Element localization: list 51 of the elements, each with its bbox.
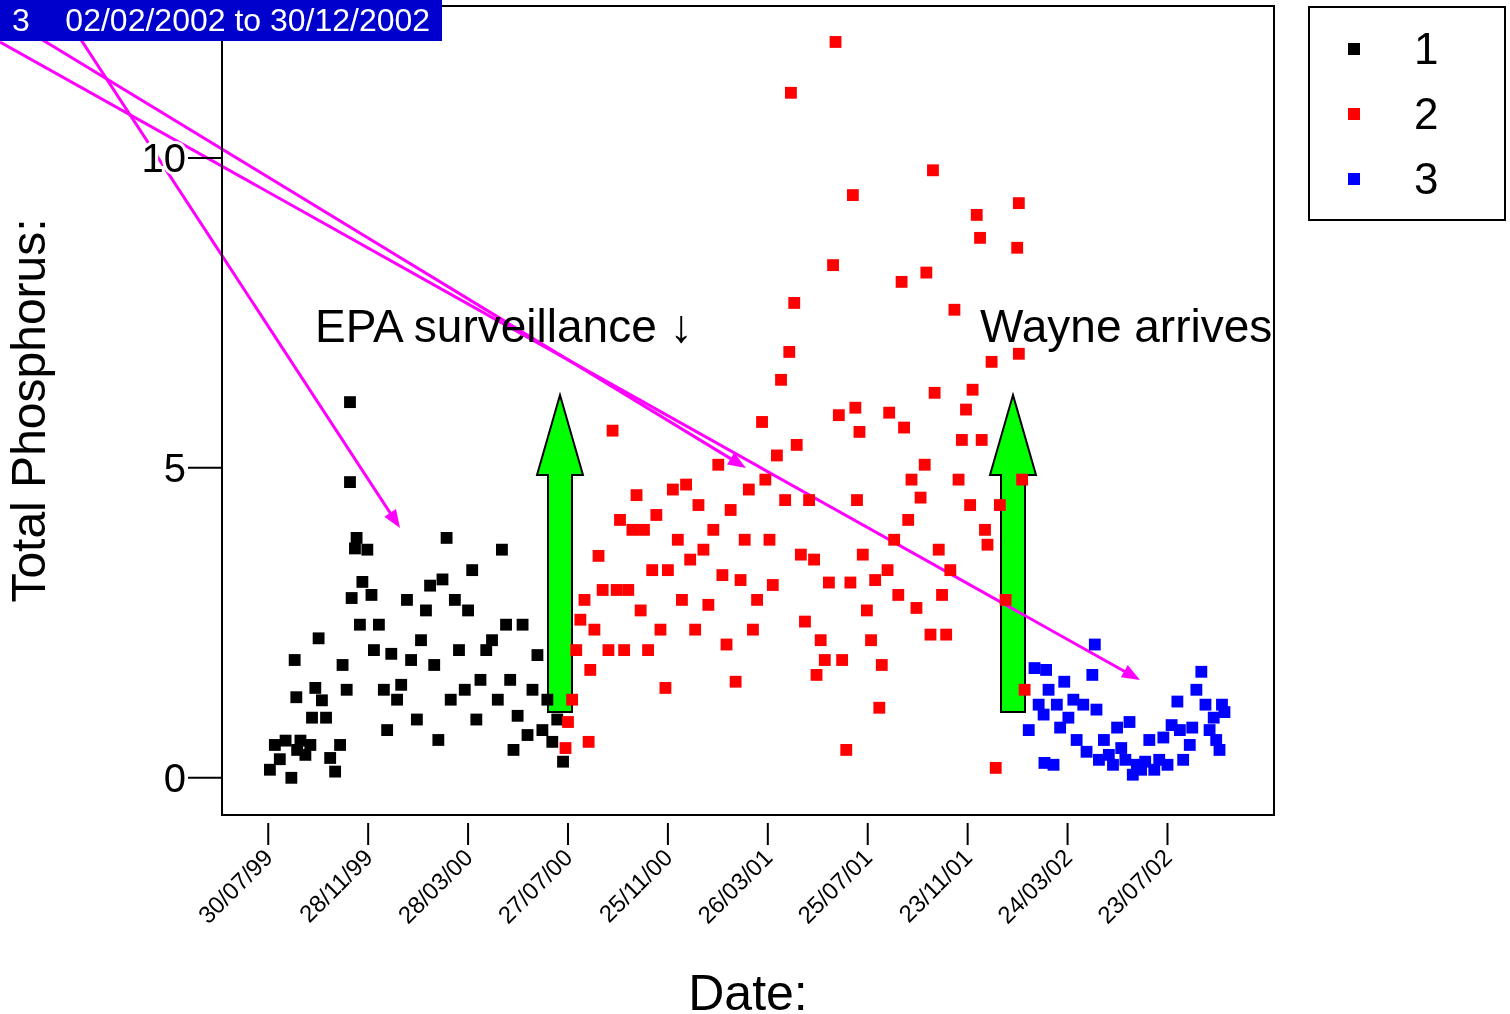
point	[1190, 683, 1203, 696]
point	[1171, 695, 1184, 708]
point	[1032, 698, 1045, 711]
point	[1115, 742, 1128, 754]
annotation: 3 02/02/2002 to 30/12/2002	[0, 0, 443, 41]
point	[1058, 675, 1071, 688]
point	[1186, 721, 1199, 734]
point	[1042, 683, 1055, 696]
point	[1123, 716, 1136, 728]
point	[1107, 758, 1119, 771]
point	[1173, 724, 1186, 736]
point	[1093, 753, 1105, 766]
point	[1195, 665, 1208, 678]
point	[1183, 739, 1196, 751]
y-tick-label: 5	[163, 446, 186, 491]
point	[1080, 745, 1093, 758]
point	[1050, 698, 1063, 711]
point	[1054, 721, 1067, 734]
point	[1097, 734, 1110, 746]
point	[1148, 763, 1161, 776]
point	[1088, 638, 1101, 651]
point	[1207, 711, 1220, 724]
point	[1090, 703, 1103, 716]
point	[1218, 706, 1231, 719]
point	[1086, 668, 1099, 681]
point	[1157, 731, 1170, 744]
point	[1177, 753, 1190, 766]
point	[1067, 693, 1080, 706]
point	[1037, 708, 1050, 721]
point	[1028, 662, 1041, 674]
legend-label: 2	[1414, 88, 1439, 139]
x-axis-title: Date:	[688, 965, 808, 1014]
point	[1161, 758, 1174, 771]
point	[1203, 724, 1216, 736]
point	[1139, 755, 1152, 768]
point	[1022, 724, 1035, 736]
point	[1040, 664, 1053, 676]
y-tick-label: 0	[163, 756, 186, 800]
point	[1199, 698, 1212, 711]
point	[1143, 734, 1156, 746]
legend-label: 3	[1414, 153, 1439, 204]
point	[1077, 698, 1090, 711]
point	[1047, 758, 1060, 771]
point	[1119, 753, 1132, 766]
point	[1062, 711, 1075, 724]
annotation: Wayne arrives	[980, 300, 1273, 353]
legend-label: 1	[1414, 23, 1439, 74]
point	[1111, 721, 1124, 734]
y-axis-title: Total Phosphorus:	[2, 218, 56, 603]
point	[1070, 734, 1083, 746]
point	[1213, 743, 1226, 756]
